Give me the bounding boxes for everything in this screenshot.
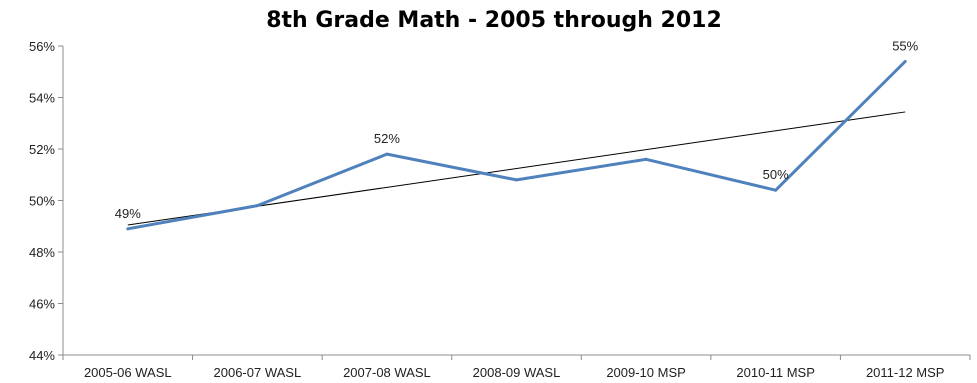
data-labels: 49% 52% 50% 55% (115, 38, 919, 220)
series-line (127, 60, 907, 231)
y-axis-ticks: 44% 46% 48% 50% 52% 54% 56% (29, 39, 63, 363)
data-point (126, 227, 130, 231)
y-tick-label: 50% (29, 194, 55, 209)
data-point (255, 204, 259, 208)
y-tick-label: 56% (29, 39, 55, 54)
x-tick-label: 2005-06 WASL (84, 365, 172, 380)
data-label: 55% (892, 38, 918, 53)
data-point (385, 152, 389, 156)
data-label: 49% (115, 206, 141, 221)
y-tick-label: 48% (29, 245, 55, 260)
chart-title: 8th Grade Math - 2005 through 2012 (266, 8, 722, 33)
y-tick-label: 46% (29, 297, 55, 312)
x-tick-label: 2007-08 WASL (343, 365, 431, 380)
y-tick-label: 44% (29, 348, 55, 363)
x-tick-label: 2006-07 WASL (214, 365, 302, 380)
x-axis-ticks: 2005-06 WASL 2006-07 WASL 2007-08 WASL 2008… (62, 355, 971, 380)
data-point (903, 59, 907, 63)
x-tick-label: 2010-11 MSP (736, 365, 815, 380)
data-point (774, 188, 778, 192)
data-points (126, 59, 907, 231)
y-tick-label: 54% (29, 91, 55, 106)
x-tick-label: 2011-12 MSP (866, 365, 945, 380)
x-tick-label: 2008-09 WASL (473, 365, 561, 380)
x-tick-label: 2009-10 MSP (606, 365, 686, 380)
data-label: 52% (374, 131, 400, 146)
data-point (644, 157, 648, 161)
y-tick-label: 52% (29, 142, 55, 157)
data-point (515, 178, 518, 182)
data-label: 50% (763, 167, 789, 182)
